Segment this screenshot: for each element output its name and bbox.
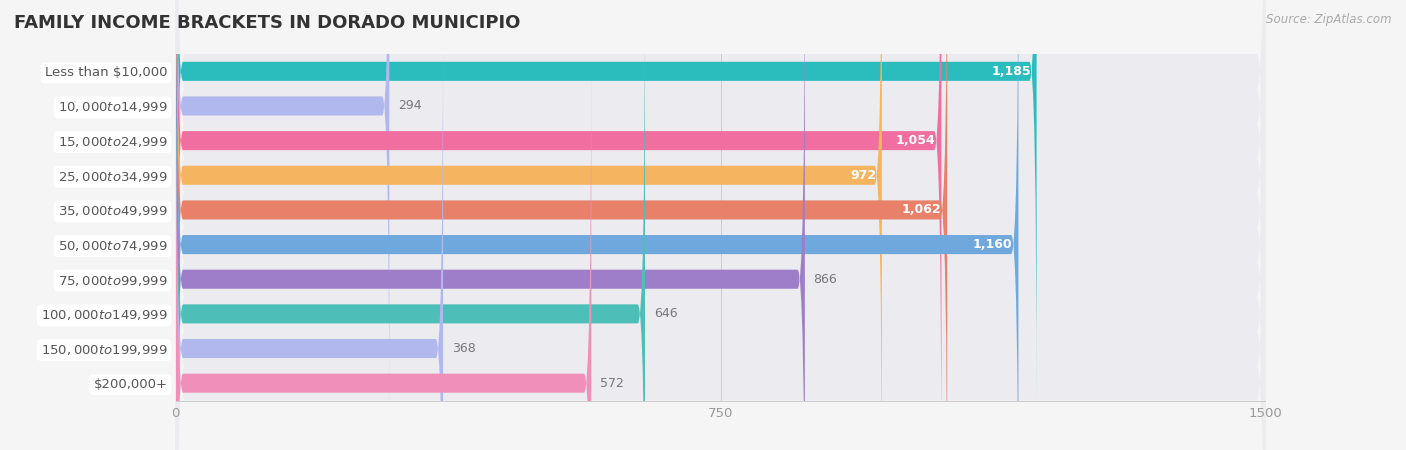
FancyBboxPatch shape bbox=[176, 0, 804, 450]
Text: 1,062: 1,062 bbox=[901, 203, 942, 216]
Text: 368: 368 bbox=[451, 342, 475, 355]
FancyBboxPatch shape bbox=[176, 0, 1036, 408]
Text: 646: 646 bbox=[654, 307, 678, 320]
Text: 294: 294 bbox=[398, 99, 422, 112]
FancyBboxPatch shape bbox=[176, 0, 1265, 450]
FancyBboxPatch shape bbox=[176, 12, 443, 450]
FancyBboxPatch shape bbox=[176, 0, 948, 450]
FancyBboxPatch shape bbox=[176, 0, 942, 450]
Text: 972: 972 bbox=[849, 169, 876, 182]
Text: 866: 866 bbox=[814, 273, 838, 286]
FancyBboxPatch shape bbox=[176, 0, 1265, 450]
FancyBboxPatch shape bbox=[176, 0, 1265, 450]
Text: 1,185: 1,185 bbox=[991, 65, 1031, 78]
FancyBboxPatch shape bbox=[176, 0, 389, 443]
FancyBboxPatch shape bbox=[176, 0, 882, 450]
FancyBboxPatch shape bbox=[176, 0, 1265, 450]
Text: 1,160: 1,160 bbox=[973, 238, 1012, 251]
FancyBboxPatch shape bbox=[176, 0, 1265, 450]
FancyBboxPatch shape bbox=[176, 0, 1265, 450]
FancyBboxPatch shape bbox=[176, 0, 1265, 450]
Text: 1,054: 1,054 bbox=[896, 134, 935, 147]
FancyBboxPatch shape bbox=[176, 0, 1265, 450]
FancyBboxPatch shape bbox=[176, 46, 592, 450]
FancyBboxPatch shape bbox=[176, 0, 1265, 450]
FancyBboxPatch shape bbox=[176, 0, 645, 450]
Text: Source: ZipAtlas.com: Source: ZipAtlas.com bbox=[1267, 14, 1392, 27]
Text: 572: 572 bbox=[600, 377, 624, 390]
Text: FAMILY INCOME BRACKETS IN DORADO MUNICIPIO: FAMILY INCOME BRACKETS IN DORADO MUNICIP… bbox=[14, 14, 520, 32]
FancyBboxPatch shape bbox=[176, 0, 1018, 450]
FancyBboxPatch shape bbox=[176, 0, 1265, 450]
